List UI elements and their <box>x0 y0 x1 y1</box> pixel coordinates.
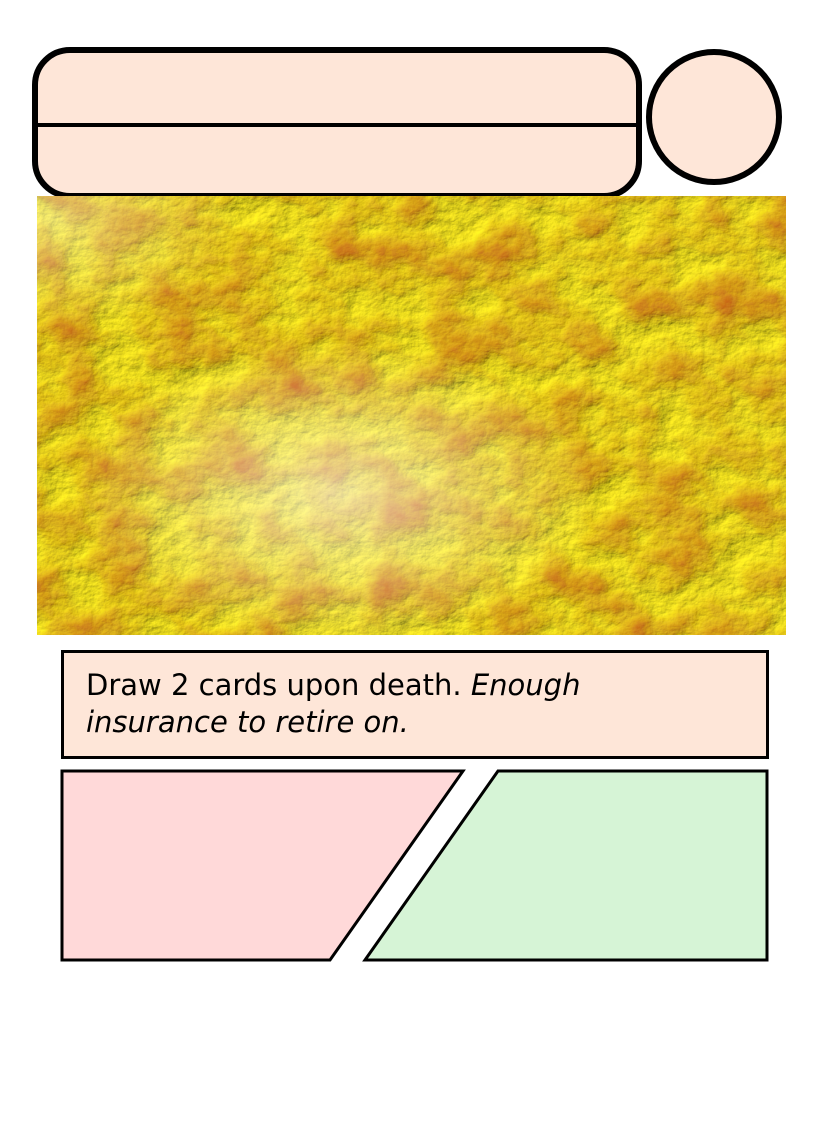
rules-text: Draw 2 cards upon death. Enough insuranc… <box>86 667 706 741</box>
name-divider <box>38 123 636 127</box>
ability-text: Draw 2 cards upon death. <box>86 668 462 702</box>
flavor-text: Enough insurance to retire on. <box>86 668 581 739</box>
attack-panel <box>60 769 466 962</box>
cost-circle <box>646 49 782 185</box>
card-name-frame <box>32 47 642 199</box>
card-artwork <box>37 196 786 635</box>
health-panel <box>362 769 769 962</box>
rules-text-box: Draw 2 cards upon death. Enough insuranc… <box>61 650 769 759</box>
gold-ore-texture-image <box>37 196 786 635</box>
